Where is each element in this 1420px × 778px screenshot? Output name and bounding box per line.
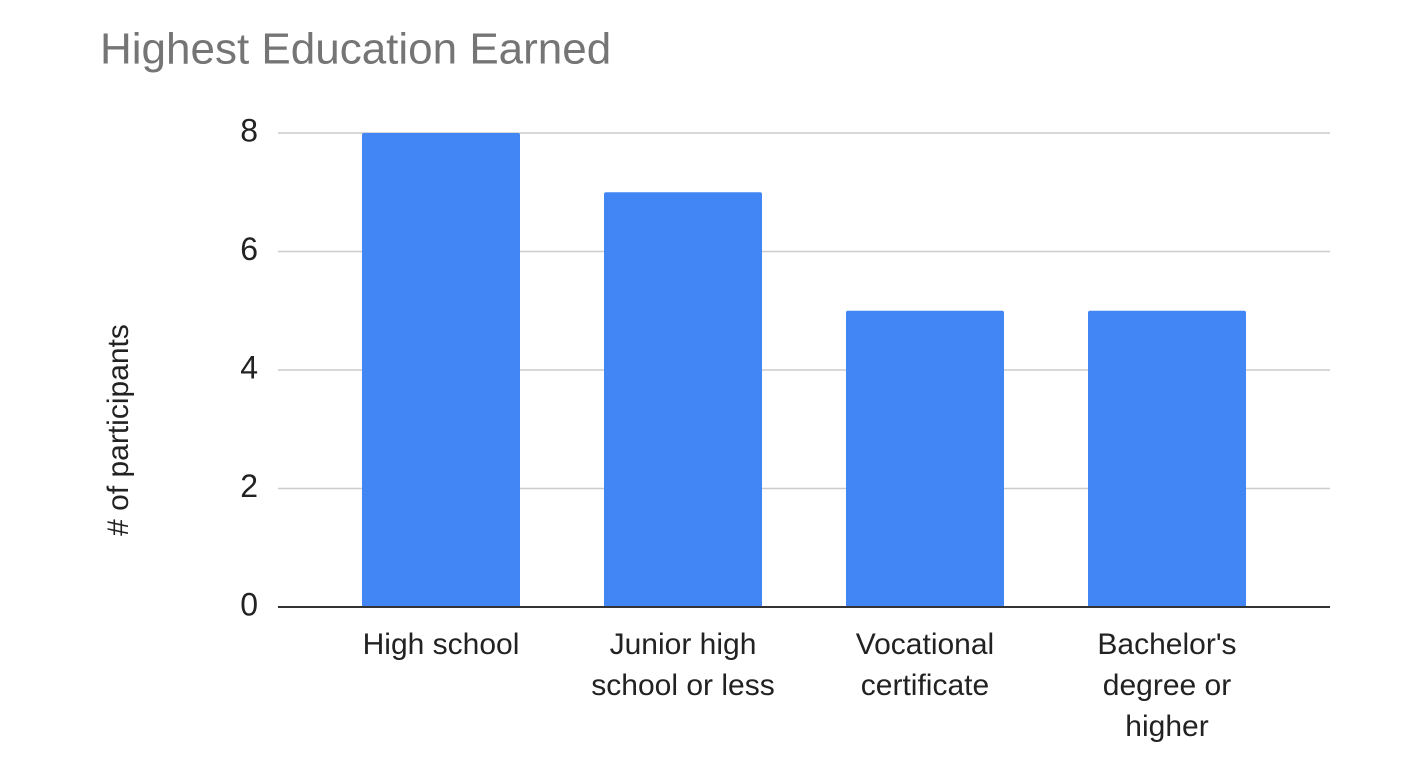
x-tick-label-line: Vocational [856,628,994,661]
x-tick-label-line: Bachelor's [1097,628,1236,661]
y-axis-label: # of participants [102,324,135,536]
y-tick-label: 0 [240,586,258,622]
x-tick-label-line: certificate [861,669,989,702]
bar [362,133,520,607]
x-tick-label-line: higher [1125,710,1208,743]
y-tick-label: 6 [240,231,258,267]
bar [846,310,1004,607]
x-tick-label-line: High school [363,628,520,661]
x-tick-label-line: degree or [1103,669,1231,702]
x-tick-label: Bachelor's degree or higher [1097,628,1236,743]
x-tick-label: Vocational certificate [856,628,994,702]
x-tick-label: High school [363,628,520,661]
bar [604,192,762,607]
chart-title: Highest Education Earned [100,25,611,74]
x-tick-label: Junior high school or less [591,628,774,702]
y-tick-label: 4 [240,349,258,385]
bar [1088,310,1246,607]
x-tick-label-line: school or less [591,669,774,702]
y-tick-label: 2 [240,468,258,504]
x-tick-label-line: Junior high [610,628,757,661]
y-tick-label: 8 [240,112,258,148]
